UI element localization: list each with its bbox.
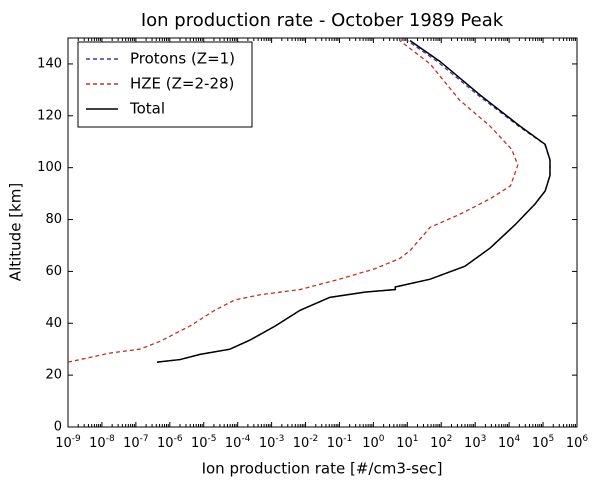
series-line [68,40,519,363]
x-tick-label: 105 [532,434,554,451]
y-tick-label: 100 [37,160,62,175]
x-tick-label: 10-2 [293,434,319,451]
x-tick-label: 10-3 [259,434,285,451]
y-tick-label: 60 [45,264,62,279]
x-tick-label: 103 [464,434,486,451]
y-tick-label: 140 [37,56,62,71]
y-axis-label: Altitude [km] [7,183,25,281]
x-tick-label: 10-7 [123,434,149,451]
x-tick-label: 10-9 [55,434,81,451]
y-tick-label: 40 [45,316,62,331]
x-tick-label: 10-8 [89,434,115,451]
x-tick-label: 101 [396,434,418,451]
x-tick-label: 10-6 [157,434,183,451]
x-tick-label: 102 [430,434,452,451]
y-tick-label: 20 [45,368,62,383]
y-tick-label: 80 [45,212,62,227]
legend-text: Protons (Z=1) [130,50,235,68]
legend-text: Total [129,100,165,118]
y-tick-label: 120 [37,108,62,123]
chart-title: Ion production rate - October 1989 Peak [141,10,504,31]
y-tick-label: 0 [54,420,62,435]
x-tick-label: 106 [566,434,589,451]
series-line [156,39,551,363]
x-tick-label: 100 [362,434,385,451]
x-axis-label: Ion production rate [#/cm3-sec] [202,460,443,478]
plot-frame [67,37,578,428]
legend-text: HZE (Z=2-28) [130,75,234,93]
x-tick-label: 10-5 [191,434,217,451]
x-tick-label: 10-4 [225,434,251,451]
x-tick-label: 104 [498,434,521,451]
x-tick-label: 10-1 [327,434,353,451]
